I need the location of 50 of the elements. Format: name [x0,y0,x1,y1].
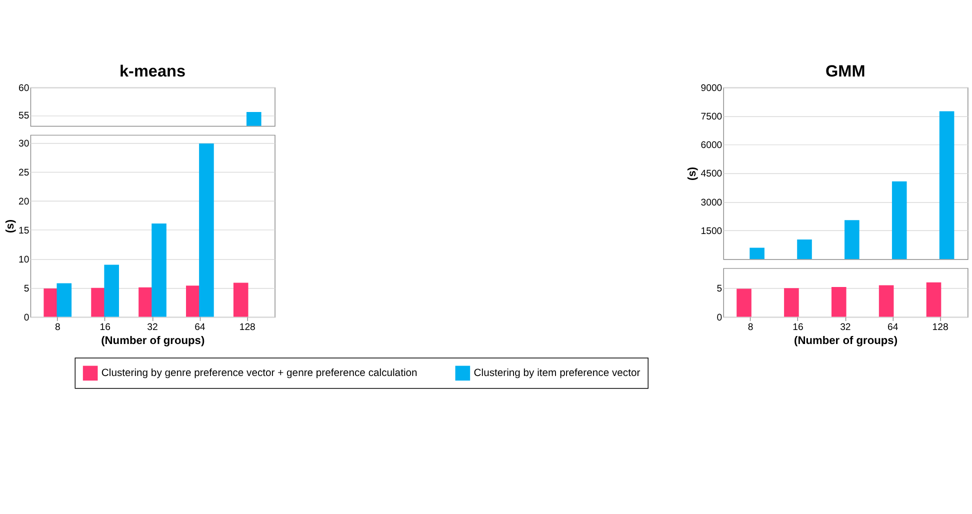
x-tick-label: 16 [792,322,804,333]
bar [736,288,752,317]
y-tick-label: 6000 [700,140,722,152]
x-tick-label: 64 [194,322,206,333]
y-axis-title: (s) [4,219,16,234]
y-tick-label: 9000 [700,82,722,94]
bar [939,111,954,260]
x-tick-label: 128 [239,322,256,333]
x-tick-label: 16 [100,322,110,333]
legend-label: Clustering by item preference vector [474,368,641,380]
y-tick-label: 0 [24,312,30,324]
bar [844,220,860,260]
y-tick-label: 1500 [700,226,722,237]
x-tick-label: 128 [932,322,948,333]
x-tick-label: 32 [147,322,158,333]
legend-label: Clustering by genre preference vector + genre preference calculation [101,368,418,380]
bar [926,282,942,317]
bar [199,144,214,317]
y-tick-label: 30 [18,138,30,150]
y-tick-label: 55 [18,110,30,122]
x-tick-label: 8 [54,322,60,333]
y-tick-label: 10 [18,254,30,266]
bar [797,240,812,260]
y-tick-label: 7500 [700,111,722,122]
bar [104,264,119,317]
y-tick-label: 0 [716,312,722,324]
y-tick-label: 3000 [700,197,722,208]
bar [878,285,894,317]
x-axis-title: (Number of groups) [101,334,205,347]
x-axis-title: (Number of groups) [794,334,898,347]
y-tick-label: 20 [18,196,30,208]
bar [784,288,799,317]
x-tick-label: 32 [840,322,851,333]
y-tick-label: 5 [716,284,722,295]
bar [152,224,166,317]
y-tick-label: 5 [24,283,30,294]
y-tick-label: 4500 [700,168,722,180]
chart-title: k-means [120,62,186,80]
bar [750,248,764,260]
y-axis-title: (s) [686,166,699,180]
x-tick-label: 8 [748,322,754,333]
chart-title: GMM [826,62,866,80]
y-tick-label: 25 [18,167,30,178]
y-tick-label: 60 [18,82,30,94]
bar [892,181,907,260]
bar [233,282,248,317]
bar [831,287,846,317]
x-tick-label: 64 [887,322,899,333]
bar [56,283,72,317]
y-tick-label: 15 [18,225,30,236]
